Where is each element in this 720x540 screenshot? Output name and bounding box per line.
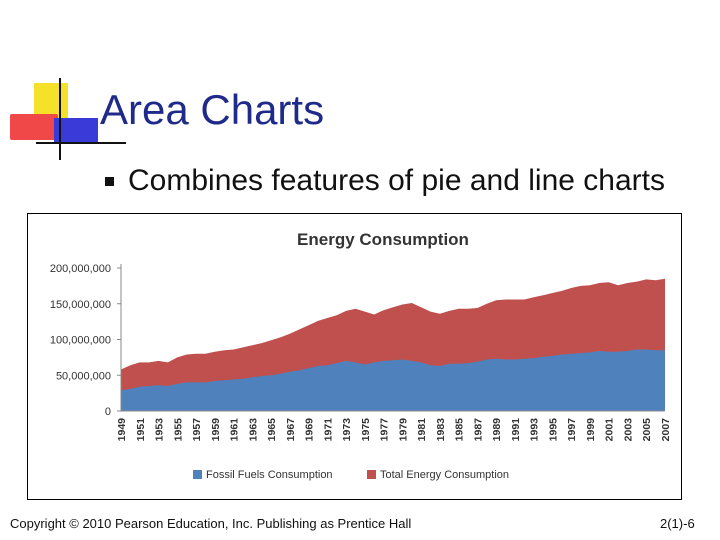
slide-title: Area Charts [100,86,325,133]
y-tick-label: 50,000,000 [56,370,111,382]
x-tick-label: 2003 [623,418,635,442]
x-tick-label: 1949 [116,418,128,442]
y-tick-label: 100,000,000 [50,335,111,347]
chart-frame: Energy Consumption 0 50,000,000 100,000,000… [27,213,682,500]
x-tick-label: 1973 [341,418,353,442]
x-tick-label: 1995 [547,418,559,442]
decor-horizontal-line [36,142,126,144]
y-tick-label: 0 [105,406,111,418]
x-tick-label: 1951 [135,418,147,442]
energy-area-chart: Energy Consumption 0 50,000,000 100,000,000… [50,230,672,481]
x-tick-label: 2001 [604,418,616,442]
x-tick-label: 1971 [322,418,334,442]
x-tick-label: 1999 [585,418,597,442]
legend-swatch-fossil [193,470,202,479]
x-tick-label: 1959 [210,418,222,442]
legend-label-total: Total Energy Consumption [380,469,509,481]
legend-label-fossil: Fossil Fuels Consumption [206,469,333,481]
bullet-text: Combines features of pie and line charts [128,164,665,197]
x-tick-label: 1957 [191,418,203,442]
decor-red-bar [10,114,58,140]
x-tick-label: 2005 [641,418,653,442]
x-tick-label: 1997 [566,418,578,442]
x-tick-label: 1963 [247,418,259,442]
x-tick-label: 1965 [266,418,278,442]
x-tick-label: 1993 [529,418,541,442]
x-tick-label: 1967 [285,418,297,442]
x-tick-label: 1961 [229,418,241,442]
y-tick-label: 200,000,000 [50,263,111,275]
bullet-square-icon [105,177,114,186]
x-tick-label: 2007 [660,418,672,442]
x-tick-label: 1979 [397,418,409,442]
y-tick-label: 150,000,000 [50,299,111,311]
x-tick-label: 1953 [154,418,166,442]
x-tick-label: 1983 [435,418,447,442]
x-tick-label: 1975 [360,418,372,442]
x-tick-label: 1981 [416,418,428,442]
x-tick-label: 1955 [172,418,184,442]
x-tick-label: 1991 [510,418,522,442]
decor-blue-square [54,118,98,144]
fossil-fuels-area [121,349,665,411]
x-tick-label: 1977 [379,418,391,442]
x-tick-label: 1987 [472,418,484,442]
chart-title: Energy Consumption [297,230,469,249]
x-tick-label: 1969 [304,418,316,442]
slide-number: 2(1)-6 [660,516,695,531]
x-tick-label: 1985 [454,418,466,442]
legend-swatch-total [367,470,376,479]
decor-vertical-line [59,78,61,160]
footer-copyright: Copyright © 2010 Pearson Education, Inc.… [10,516,412,531]
x-tick-label: 1989 [491,418,503,442]
